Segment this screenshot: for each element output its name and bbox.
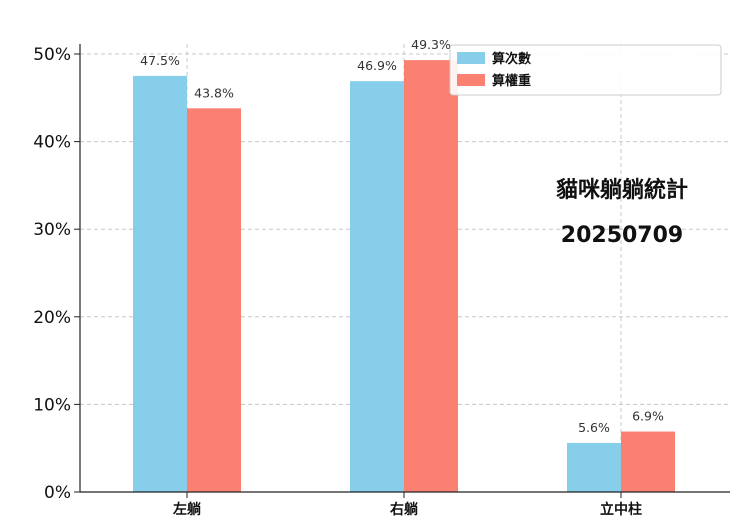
- bar: [350, 81, 404, 492]
- x-tick-label: 立中柱: [600, 501, 642, 518]
- y-tick-label: 20%: [33, 308, 71, 328]
- data-label: 49.3%: [411, 37, 451, 52]
- data-label: 47.5%: [140, 53, 180, 68]
- y-tick-label: 30%: [33, 220, 71, 240]
- data-label: 43.8%: [194, 85, 234, 100]
- x-tick-label: 左躺: [172, 501, 201, 518]
- bar: [133, 75, 187, 493]
- legend-swatch: [457, 52, 485, 64]
- legend-swatch: [457, 74, 485, 86]
- data-label: 6.9%: [632, 409, 664, 424]
- legend-label: 算權重: [492, 73, 531, 89]
- bar: [187, 108, 241, 492]
- bar: [621, 431, 675, 492]
- bar: [404, 60, 458, 493]
- x-tick-labels: 左躺 右躺 立中柱: [172, 501, 642, 518]
- y-tick-label: 0%: [44, 483, 71, 503]
- y-tick-label: 10%: [33, 395, 71, 415]
- legend-box: [449, 44, 722, 96]
- data-label: 5.6%: [578, 420, 610, 435]
- y-tick-labels: 0% 10% 20% 30% 40% 50%: [33, 45, 71, 503]
- chart-annotation-date: 20250709: [561, 223, 683, 248]
- data-labels: 47.5% 46.9% 5.6% 43.8% 49.3% 6.9%: [140, 37, 664, 435]
- legend-label: 算次數: [492, 51, 531, 67]
- bars-group: [133, 60, 675, 493]
- chart-annotation-title: 貓咪躺躺統計: [556, 177, 688, 203]
- y-tick-label: 50%: [33, 45, 71, 65]
- y-tick-label: 40%: [33, 133, 71, 153]
- bar: [567, 442, 621, 492]
- x-tick-label: 右躺: [389, 501, 418, 518]
- data-label: 46.9%: [357, 58, 397, 73]
- axes: [74, 44, 730, 498]
